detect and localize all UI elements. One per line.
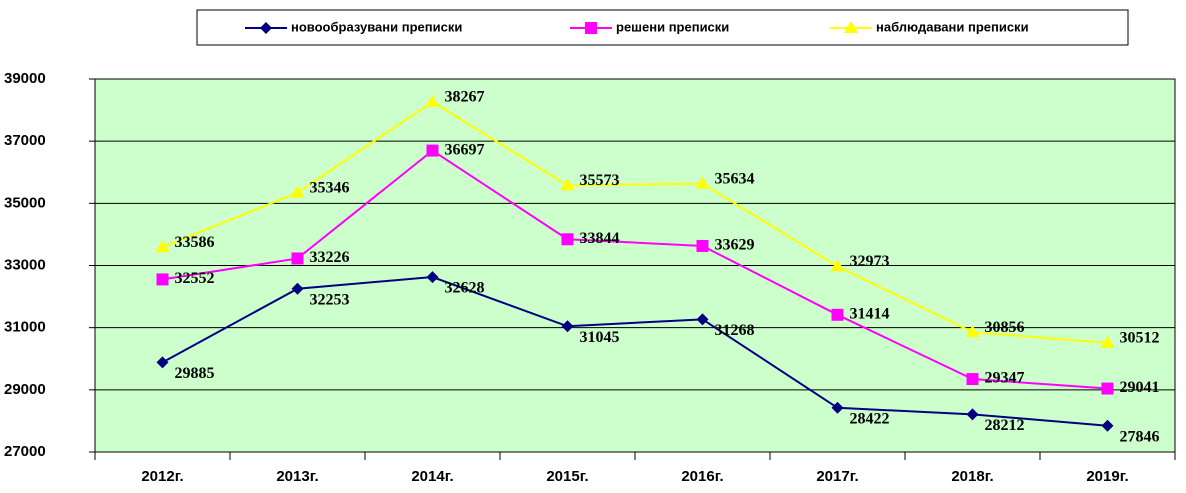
marker [966, 408, 979, 421]
series-line [162, 100, 1108, 344]
marker [1100, 335, 1115, 348]
x-tick-label: 2013г. [276, 468, 318, 485]
marker [155, 240, 170, 253]
data-label: 27846 [1120, 428, 1160, 445]
x-tick-label: 2017г. [816, 468, 858, 485]
legend-label: новообразувани преписки [291, 19, 462, 34]
marker [1101, 382, 1114, 395]
marker [965, 325, 980, 338]
data-label: 28422 [850, 410, 890, 427]
data-label: 32253 [310, 291, 350, 308]
marker [156, 273, 169, 286]
marker [561, 320, 574, 333]
legend-label: наблюдавани преписки [876, 19, 1029, 34]
x-tick-label: 2019г. [1086, 468, 1128, 485]
data-label: 33586 [175, 234, 215, 251]
marker [831, 401, 844, 414]
data-label: 35346 [310, 179, 350, 196]
series-line [162, 276, 1108, 427]
data-label: 33844 [580, 230, 620, 247]
x-tick-label: 2016г. [681, 468, 723, 485]
data-label: 30512 [1120, 330, 1160, 347]
marker [156, 356, 169, 369]
data-label: 32628 [445, 280, 485, 297]
y-tick-label: 29000 [4, 381, 46, 398]
marker [695, 176, 710, 189]
marker [1101, 419, 1114, 432]
data-label: 31045 [580, 329, 620, 346]
data-label: 32973 [850, 253, 890, 270]
data-label: 29041 [1120, 379, 1160, 396]
data-label: 33226 [310, 249, 350, 266]
data-label: 32552 [175, 270, 215, 287]
marker [291, 282, 304, 295]
marker [830, 259, 845, 272]
marker [696, 313, 709, 326]
legend-box [196, 9, 1129, 46]
data-label: 31414 [850, 305, 890, 322]
marker [696, 239, 709, 252]
data-label: 28212 [985, 417, 1025, 434]
data-label: 33629 [715, 237, 755, 254]
y-tick-label: 39000 [4, 70, 46, 87]
data-label: 29885 [175, 365, 215, 382]
marker [561, 233, 574, 246]
legend-label: решени преписки [616, 19, 729, 34]
data-label: 36697 [445, 141, 485, 158]
marker [966, 373, 979, 386]
y-tick-label: 35000 [4, 194, 46, 211]
x-tick-label: 2012г. [141, 468, 183, 485]
legend-marker [260, 22, 272, 34]
data-label: 29347 [985, 370, 1025, 387]
marker [291, 252, 304, 265]
data-label: 35634 [715, 170, 755, 187]
y-tick-label: 37000 [4, 132, 46, 149]
y-tick-label: 31000 [4, 319, 46, 336]
x-tick-label: 2014г. [411, 468, 453, 485]
marker [831, 308, 844, 321]
marker [426, 271, 439, 284]
y-tick-label: 33000 [4, 256, 46, 273]
series-line [162, 149, 1108, 390]
data-label: 35573 [580, 172, 620, 189]
data-label: 31268 [715, 322, 755, 339]
marker [426, 144, 439, 157]
x-tick-label: 2018г. [951, 468, 993, 485]
data-label: 30856 [985, 319, 1025, 336]
marker [560, 178, 575, 191]
legend-marker [585, 22, 597, 34]
x-tick-label: 2015г. [546, 468, 588, 485]
y-tick-label: 27000 [4, 443, 46, 460]
data-label: 38267 [445, 88, 485, 105]
marker [290, 185, 305, 198]
marker [425, 94, 440, 107]
legend-marker [844, 21, 858, 33]
